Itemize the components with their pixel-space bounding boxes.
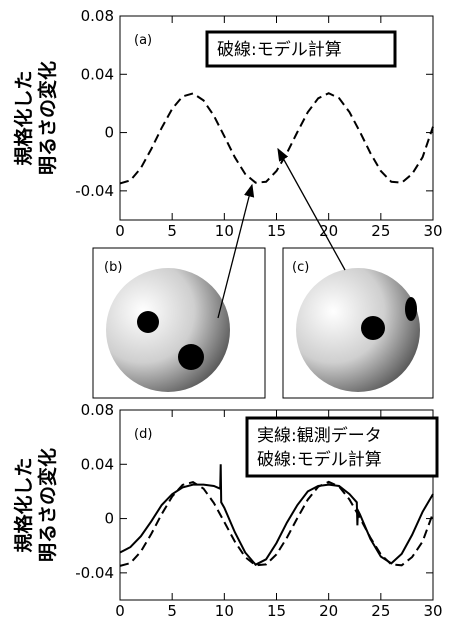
x-tick-label: 30 xyxy=(423,602,442,616)
x-tick-label: 25 xyxy=(371,602,390,616)
y-axis-label: 明るさの変化 xyxy=(36,61,59,175)
y-tick-label: 0.08 xyxy=(81,401,114,419)
x-tick-label: 15 xyxy=(267,602,286,616)
spot xyxy=(137,311,159,333)
annotation: (a) xyxy=(134,33,152,48)
y-axis-label: 規格化した xyxy=(12,70,35,165)
legend-entry: 実線:観測データ xyxy=(257,425,382,446)
y-tick-label: 0 xyxy=(104,124,114,142)
y-tick-label: -0.04 xyxy=(75,564,114,582)
x-tick-label: 5 xyxy=(167,222,177,240)
y-tick-label: -0.04 xyxy=(75,182,114,200)
x-tick-label: 25 xyxy=(371,222,390,240)
sphere xyxy=(296,268,420,392)
x-tick-label: 0 xyxy=(115,602,125,616)
spot xyxy=(178,344,204,370)
series-line xyxy=(120,93,433,183)
spot xyxy=(405,297,417,321)
y-tick-label: 0.04 xyxy=(81,455,114,473)
x-tick-label: 20 xyxy=(319,602,338,616)
spot xyxy=(361,316,385,340)
y-axis-label: 規格化した xyxy=(12,457,35,552)
series-line xyxy=(120,482,433,566)
legend-entry: 破線:モデル計算 xyxy=(217,39,342,60)
x-tick-label: 10 xyxy=(215,602,234,616)
x-tick-label: 15 xyxy=(267,222,286,240)
y-tick-label: 0 xyxy=(104,510,114,528)
y-tick-label: 0.08 xyxy=(81,7,114,25)
x-tick-label: 5 xyxy=(167,602,177,616)
arrow xyxy=(278,149,345,270)
legend-entry: 破線:モデル計算 xyxy=(257,449,382,470)
x-tick-label: 0 xyxy=(115,222,125,240)
figure: (b) (c) -0.04 0 0.04 0.08 0 5 10 15 20 25 30 (a) 規格化… xyxy=(0,0,453,616)
x-tick-label: 10 xyxy=(215,222,234,240)
annotation: (d) xyxy=(134,427,152,442)
panel-label: (c) xyxy=(292,260,309,275)
panel-b: (b) xyxy=(93,248,265,398)
panel-c: (c) xyxy=(283,248,433,398)
sphere xyxy=(106,268,230,392)
x-tick-label: 20 xyxy=(319,222,338,240)
x-tick-label: 30 xyxy=(423,222,442,240)
arrow xyxy=(218,185,252,318)
y-axis-label: 明るさの変化 xyxy=(36,448,59,562)
series-line xyxy=(120,464,433,564)
panel-label: (b) xyxy=(104,260,122,275)
y-tick-label: 0.04 xyxy=(81,65,114,83)
